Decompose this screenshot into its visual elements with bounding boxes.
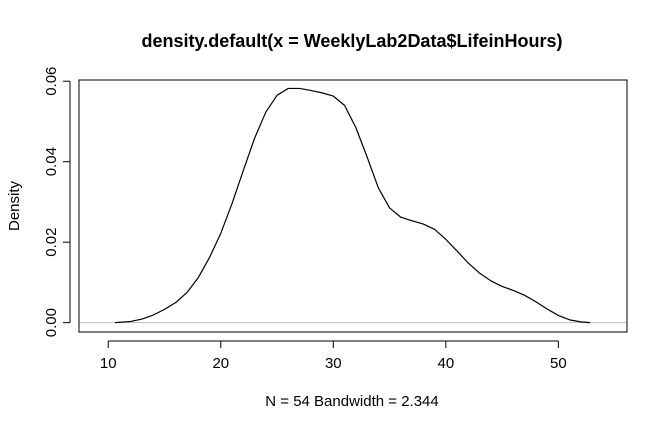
chart-title: density.default(x = WeeklyLab2Data$Lifei… bbox=[142, 31, 563, 51]
y-tick-label-0.06: 0.06 bbox=[43, 67, 60, 96]
y-axis: 0.00 0.02 0.04 0.06 bbox=[43, 67, 71, 337]
x-axis: 10 20 30 40 50 bbox=[100, 340, 567, 372]
x-tick-label-10: 10 bbox=[100, 355, 117, 372]
x-axis-label: N = 54 Bandwidth = 2.344 bbox=[265, 393, 438, 410]
y-axis-label: Density bbox=[6, 180, 23, 231]
x-tick-label-40: 40 bbox=[437, 355, 454, 372]
y-tick-label-0.04: 0.04 bbox=[43, 147, 60, 176]
x-tick-label-50: 50 bbox=[550, 355, 567, 372]
density-curve bbox=[114, 87, 590, 324]
density-line-0 bbox=[114, 87, 590, 324]
y-tick-label-0.02: 0.02 bbox=[43, 228, 60, 257]
y-tick-label-0.00: 0.00 bbox=[43, 308, 60, 337]
plot-frame bbox=[78, 79, 628, 333]
x-tick-label-30: 30 bbox=[325, 355, 342, 372]
x-tick-label-20: 20 bbox=[212, 355, 229, 372]
